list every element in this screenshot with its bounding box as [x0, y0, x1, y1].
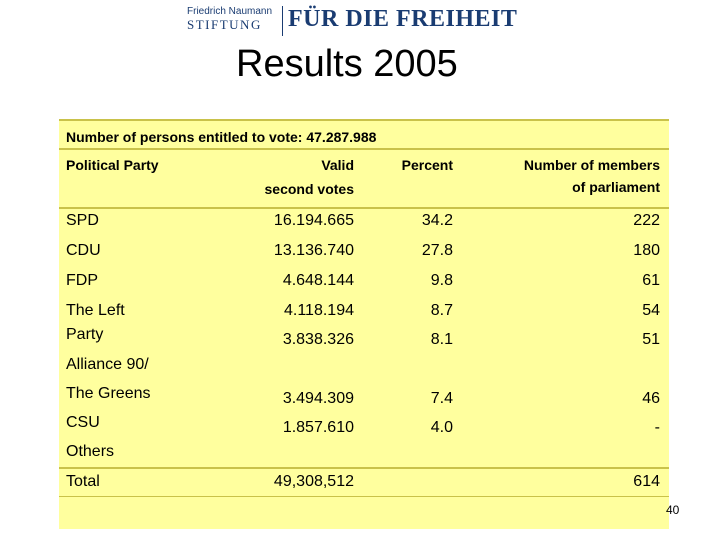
percent-left: 8.7: [430, 302, 453, 319]
table-border-total: [59, 467, 669, 469]
percent-fdp: 9.8: [430, 272, 453, 289]
party-others: Others: [66, 443, 115, 460]
members-left: 54: [642, 302, 660, 319]
table-border-bottom-row: [59, 496, 669, 497]
percent-cdu: 27.8: [421, 242, 453, 259]
party-spd: SPD: [66, 212, 99, 229]
table-caption: Number of persons entitled to vote: 47.2…: [66, 129, 377, 145]
logo-line-1: Friedrich Naumann: [187, 6, 273, 17]
total-members: 614: [633, 473, 660, 490]
members-cdu: 180: [633, 242, 660, 259]
logo-wordmark: Friedrich Naumann STIFTUNG: [187, 6, 282, 32]
party-csu: CSU: [66, 414, 100, 431]
table-border-header: [59, 207, 669, 209]
header-valid-2: second votes: [264, 181, 354, 197]
logo-divider: [282, 6, 283, 36]
members-row-6: 46: [642, 390, 660, 407]
votes-row-6: 3.494.309: [282, 390, 354, 407]
page-number: 40: [666, 503, 680, 517]
members-spd: 222: [633, 212, 660, 229]
votes-cdu: 13.136.740: [273, 242, 354, 259]
votes-row-7: 1.857.610: [282, 419, 354, 436]
party-fdp: FDP: [66, 272, 98, 289]
party-left-2: Party: [66, 326, 104, 343]
party-left-1: The Left: [66, 302, 125, 319]
header-members-1: Number of members: [523, 157, 660, 173]
votes-left: 4.118.194: [284, 302, 354, 319]
party-greens-1: Alliance 90/: [66, 356, 149, 373]
percent-row-5: 8.1: [430, 331, 453, 348]
percent-row-6: 7.4: [430, 390, 453, 407]
percent-spd: 34.2: [421, 212, 453, 229]
table-border-top: [59, 119, 669, 121]
members-row-5: 51: [642, 331, 660, 348]
total-label: Total: [66, 473, 100, 490]
total-votes: 49,308,512: [273, 473, 354, 490]
logo-tagline: FÜR DIE FREIHEIT: [288, 6, 518, 32]
header-percent: Percent: [401, 157, 453, 173]
results-table: Number of persons entitled to vote: 47.2…: [59, 119, 669, 529]
members-fdp: 61: [642, 272, 660, 289]
table-border-caption: [59, 148, 669, 150]
foundation-logo: Friedrich Naumann STIFTUNG FÜR DIE FREIH…: [187, 6, 587, 40]
header-members-2: of parliament: [572, 179, 660, 195]
header-valid-1: Valid: [321, 157, 354, 173]
party-cdu: CDU: [66, 242, 101, 259]
party-greens-2: The Greens: [66, 385, 151, 402]
percent-row-7: 4.0: [430, 419, 453, 436]
votes-fdp: 4.648.144: [282, 272, 354, 289]
slide-title: Results 2005: [236, 43, 458, 85]
header-party: Political Party: [66, 157, 159, 173]
members-row-7: -: [654, 419, 660, 436]
votes-spd: 16.194.665: [273, 212, 354, 229]
logo-line-2: STIFTUNG: [187, 17, 262, 32]
votes-row-5: 3.838.326: [282, 331, 354, 348]
